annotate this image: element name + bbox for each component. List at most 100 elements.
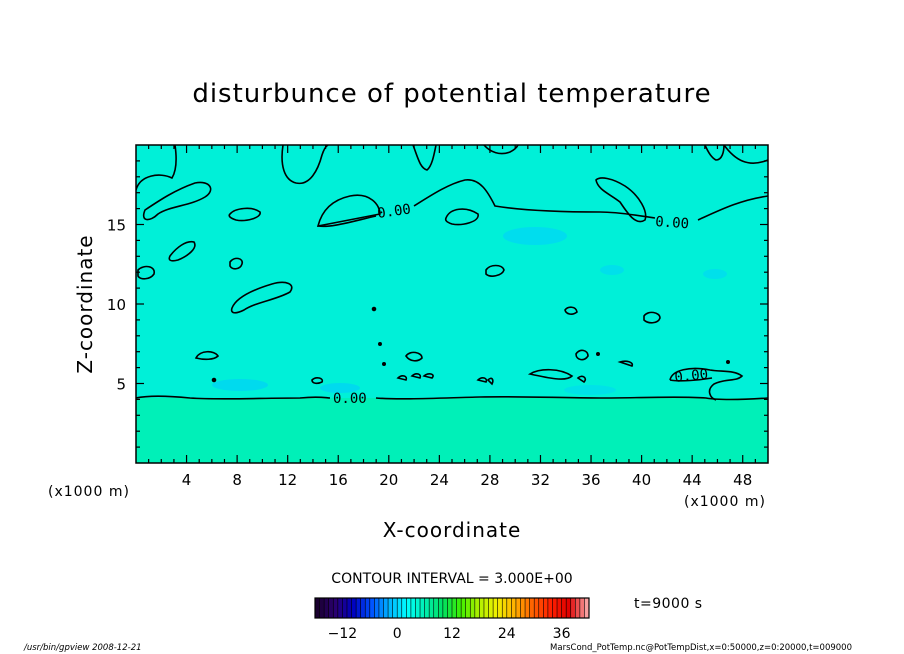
colorbar-band — [520, 598, 526, 618]
contour-dot — [211, 377, 217, 383]
colorbar-tick-label: 36 — [553, 626, 571, 642]
y-tick-label: 15 — [107, 217, 126, 235]
contour-line — [669, 377, 713, 382]
colorbar-band — [374, 598, 380, 618]
x-unit-label: (x1000 m) — [684, 494, 766, 510]
contour-line — [576, 375, 587, 384]
contour-line — [575, 349, 589, 361]
contour-line — [704, 145, 725, 161]
colorbar-tick-label: 24 — [498, 626, 516, 642]
contour-dot — [371, 306, 377, 312]
colorbar-band — [342, 598, 348, 618]
colorbar-band — [561, 598, 567, 618]
field-patch — [600, 265, 624, 275]
colorbar-band — [424, 598, 430, 618]
colorbar-band — [566, 598, 572, 618]
contour-line — [669, 367, 744, 401]
contour-label: 0.00 — [333, 391, 367, 407]
colorbar-band — [483, 598, 489, 618]
field-lower — [136, 398, 768, 463]
colorbar-band — [328, 598, 334, 618]
field-patch — [212, 379, 268, 391]
colorbar-ticks: −12 0 12 24 36 — [328, 626, 571, 642]
contour-line — [405, 351, 423, 362]
contour-line — [375, 395, 768, 401]
colorbar-band — [351, 598, 357, 618]
colorbar-band — [511, 598, 517, 618]
x-tick-label: 16 — [329, 471, 348, 489]
y-axis: 5 10 15 — [107, 160, 768, 448]
x-axis-title: X-coordinate — [383, 518, 522, 542]
colorbar-band — [365, 598, 371, 618]
colorbar-band — [488, 598, 494, 618]
x-axis: 4 8 12 16 20 24 28 32 36 40 44 48 — [148, 145, 756, 489]
contour-line — [564, 306, 578, 315]
contour-line — [311, 377, 324, 385]
contour-label: 0.00 — [674, 367, 709, 386]
heatmap-field: 0.00 0.00 0.00 0.00 — [136, 145, 768, 463]
colorbar-band — [429, 598, 435, 618]
colorbar-band — [360, 598, 366, 618]
contour-line — [595, 177, 647, 223]
colorbar-frame — [314, 597, 590, 619]
colorbar-band — [497, 598, 503, 618]
contour-line — [422, 373, 434, 379]
contour-line — [137, 265, 155, 280]
colorbar-band — [529, 598, 535, 618]
colorbar-band — [552, 598, 558, 618]
x-tick-label: 40 — [632, 471, 651, 489]
colorbar-band — [378, 598, 384, 618]
x-tick-label: 32 — [531, 471, 550, 489]
x-tick-label: 20 — [379, 471, 398, 489]
footer-right: MarsCond_PotTemp.nc@PotTempDist,x=0:5000… — [550, 643, 852, 653]
y-axis-title: Z-coordinate — [73, 234, 97, 373]
contour-dot — [381, 361, 386, 366]
contour-dot — [377, 341, 382, 346]
colorbar-band — [479, 598, 485, 618]
contour-line — [194, 350, 220, 361]
field-patch — [564, 385, 616, 395]
colorbar-band — [452, 598, 457, 618]
colorbar-band — [346, 598, 352, 618]
contour-line — [697, 195, 768, 221]
contour-label: 0.00 — [655, 214, 690, 232]
contour-line — [168, 240, 196, 262]
colorbar-band — [397, 598, 403, 618]
contour-dot — [595, 351, 600, 356]
contour-lines — [136, 145, 768, 401]
colorbar-band — [543, 598, 549, 618]
contour-line — [136, 145, 177, 191]
colorbar-band — [319, 598, 325, 618]
colorbar-band — [534, 598, 540, 618]
contour-line — [486, 377, 494, 386]
contour-interval-label: CONTOUR INTERVAL = 3.000E+00 — [331, 571, 572, 587]
colorbar-band — [315, 598, 320, 618]
field-patch — [503, 227, 567, 245]
colorbar-band — [433, 598, 439, 618]
contour-line — [643, 311, 661, 324]
colorbar-band — [493, 598, 498, 618]
contour-line — [142, 181, 212, 221]
colorbar-band — [369, 598, 375, 618]
y-unit-label: (x1000 m) — [48, 484, 130, 500]
colorbar-band — [420, 598, 425, 618]
contour-line — [317, 215, 377, 228]
contour-line — [316, 194, 381, 228]
contour-line — [527, 368, 574, 380]
contour-line — [229, 257, 244, 270]
colorbar-band — [442, 598, 448, 618]
colorbar-band — [438, 598, 444, 618]
contour-label: 0.00 — [376, 201, 412, 222]
contour-line — [228, 207, 261, 222]
colorbar-band — [415, 598, 421, 618]
contour-dot — [725, 359, 730, 364]
x-tick-label: 4 — [182, 471, 192, 489]
colorbar-band — [447, 598, 453, 618]
colorbar-band — [324, 598, 329, 618]
contour-line — [136, 395, 331, 400]
y-tick-label: 10 — [107, 296, 126, 314]
colorbar-band — [570, 598, 576, 618]
colorbar-band — [474, 598, 480, 618]
x-tick-label: 24 — [430, 471, 449, 489]
contour-line — [413, 179, 656, 219]
